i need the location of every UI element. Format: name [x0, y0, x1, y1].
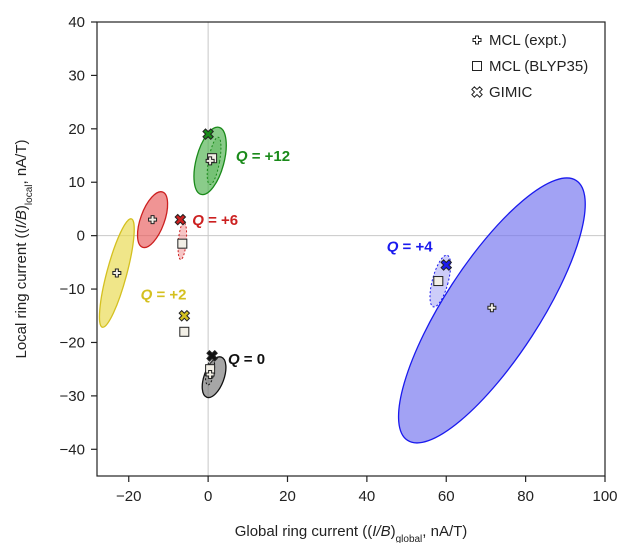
point-gimic — [206, 349, 218, 362]
group-label: Q = +2 — [141, 287, 187, 304]
group-label: Q = +6 — [192, 212, 238, 229]
point-gimic — [440, 259, 453, 271]
legend-label: MCL (BLYP35) — [489, 58, 588, 75]
x-tick-label: −20 — [116, 488, 141, 505]
point-gimic — [202, 128, 214, 141]
x-tick-label: 0 — [204, 488, 212, 505]
point-gimic — [178, 309, 191, 322]
point-mcl-expt — [112, 268, 122, 278]
y-tick-label: 10 — [68, 174, 85, 191]
y-tick-label: −10 — [60, 281, 85, 298]
y-tick-label: −20 — [60, 334, 85, 351]
point-mcl-blyp35 — [177, 238, 188, 249]
y-tick-label: −30 — [60, 388, 85, 405]
point-mcl-expt — [487, 303, 497, 313]
point-mcl-blyp35 — [179, 326, 190, 337]
y-tick-label: 40 — [68, 14, 85, 31]
legend-marker-plus — [472, 35, 482, 45]
point-mcl-expt — [205, 156, 215, 166]
group-label: Q = +12 — [236, 148, 290, 165]
x-tick-label: 20 — [279, 488, 296, 505]
x-tick-label: 40 — [359, 488, 376, 505]
legend-marker-square — [472, 61, 482, 71]
x-tick-label: 100 — [592, 488, 617, 505]
x-tick-label: 80 — [517, 488, 534, 505]
point-mcl-expt — [205, 370, 215, 380]
point-gimic — [174, 213, 187, 226]
group-label: Q = +4 — [387, 239, 434, 256]
legend-marker-cross — [471, 86, 483, 98]
legend-label: GIMIC — [489, 84, 532, 101]
x-tick-label: 60 — [438, 488, 455, 505]
legend-label: MCL (expt.) — [489, 32, 567, 49]
point-mcl-blyp35 — [433, 276, 444, 287]
y-axis-title: Local ring current ((I/B)local, nA/T) — [13, 140, 35, 359]
group-label: Q = 0 — [228, 351, 265, 368]
markers — [112, 128, 497, 380]
group-labels: Q = +12 Q = +6 Q = +2 Q = 0 Q = +4 — [141, 148, 434, 368]
point-mcl-expt — [148, 215, 158, 225]
y-tick-label: 30 — [68, 67, 85, 84]
y-tick-label: 0 — [77, 228, 85, 245]
y-tick-label: 20 — [68, 121, 85, 138]
legend: MCL (expt.) MCL (BLYP35) GIMIC — [471, 32, 588, 101]
x-axis-title: Global ring current ((I/B)global, nA/T) — [235, 523, 468, 543]
plot-frame — [96, 21, 606, 477]
ticks: −20 0 20 40 60 80 100 −40 −30 −20 −10 0 10 20 30 40 — [60, 14, 618, 505]
y-tick-label: −40 — [60, 441, 85, 458]
